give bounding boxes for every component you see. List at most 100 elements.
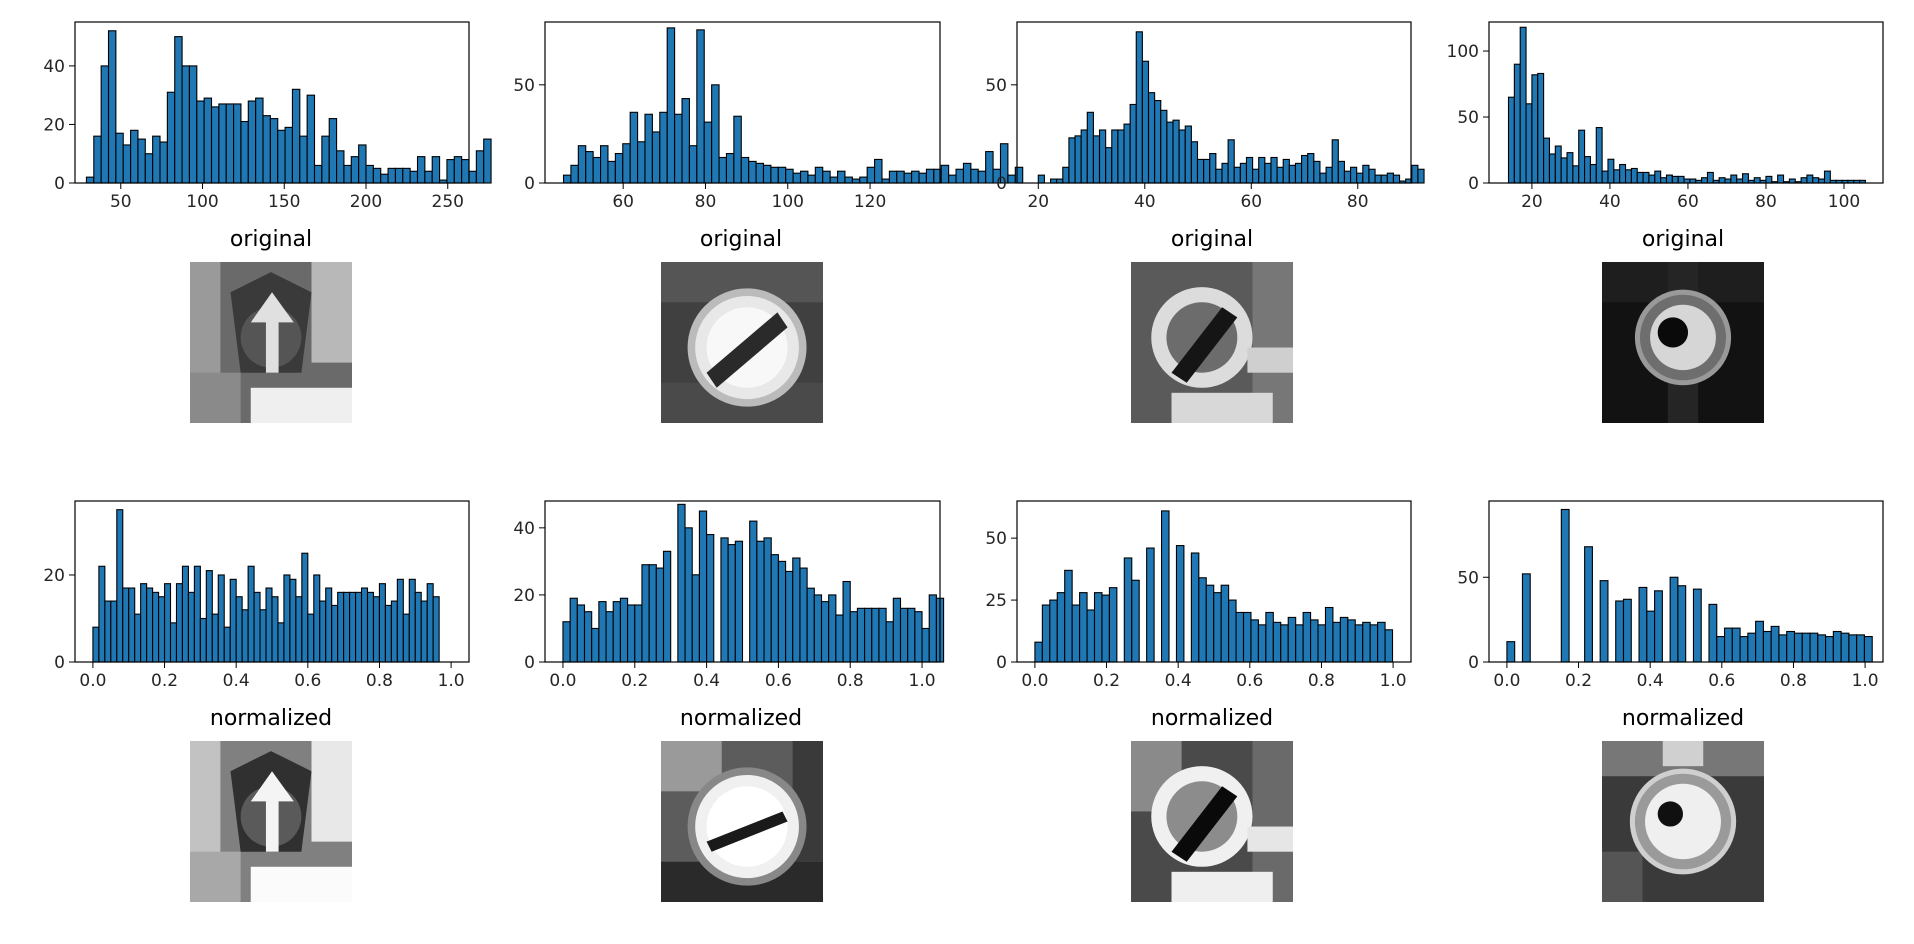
histogram-bar [1742, 173, 1749, 184]
histogram-bar [828, 594, 837, 663]
histogram-bar [706, 533, 715, 663]
histogram-bar [1825, 636, 1834, 663]
histogram-bar [210, 106, 220, 184]
histogram-bar [1665, 174, 1673, 184]
histogram-bar [205, 570, 213, 663]
x-tick-label: 60 [1240, 192, 1262, 212]
histogram-bar [229, 578, 237, 663]
histogram-bar [1817, 634, 1827, 663]
histogram-bar [925, 168, 935, 184]
histogram-bar [408, 578, 416, 663]
histogram-bar [1203, 158, 1211, 184]
x-tick-label: 0.4 [1637, 671, 1664, 691]
histogram-original-4: 20 40 60 80 100 0 50 100 [1447, 21, 1884, 212]
histogram-bar [1521, 573, 1531, 663]
histogram-bar [1525, 103, 1533, 184]
histogram-bar [770, 166, 779, 184]
histogram-bar [1041, 604, 1051, 663]
histogram-bar [193, 565, 201, 663]
histogram-bar [1307, 153, 1315, 184]
thumbnail-normalized-3 [1131, 741, 1293, 902]
histogram-bar [420, 600, 428, 663]
histogram-bar [878, 607, 887, 663]
histogram-bar [1252, 168, 1260, 184]
histogram-bar [813, 594, 823, 663]
histogram-bar [291, 88, 301, 184]
histogram-bar [614, 153, 624, 184]
histogram-bar [770, 554, 779, 663]
histogram-bar [822, 170, 831, 184]
axes-frame [1488, 21, 1884, 184]
histogram-bar [240, 120, 249, 184]
histogram-bar [1257, 624, 1267, 663]
histogram-bar [1343, 170, 1352, 184]
histogram-bar [1135, 31, 1143, 184]
histogram-bar [1613, 169, 1621, 184]
caption-normalized-1: normalized [209, 706, 333, 731]
histogram-bar [885, 621, 894, 663]
histogram-bar [1730, 174, 1738, 184]
histogram-bar [684, 527, 693, 663]
histogram-bar [1793, 632, 1803, 663]
y-tick-label: 0 [1468, 174, 1479, 194]
x-tick-label: 0.2 [1565, 671, 1592, 691]
histogram-bar [1706, 171, 1714, 184]
histogram-bar [1350, 166, 1358, 184]
histogram-bar [128, 587, 136, 663]
histogram-bar [1037, 174, 1045, 184]
y-tick-label: 0 [524, 653, 535, 673]
y-tick-label: 40 [43, 57, 65, 77]
histogram-bar [1411, 164, 1419, 184]
y-tick-label: 50 [985, 529, 1007, 549]
x-tick-label: 120 [854, 192, 886, 212]
x-tick-label: 0.0 [549, 671, 576, 691]
histogram-bar [1272, 621, 1282, 663]
histogram-bar [187, 591, 195, 663]
x-tick-label: 20 [1027, 192, 1049, 212]
histogram-bar [763, 537, 772, 663]
x-tick-label: 0.0 [1021, 671, 1048, 691]
x-tick-label: 250 [432, 192, 464, 212]
histogram-bar [921, 627, 930, 663]
histogram-bar [1671, 175, 1679, 184]
histogram-bar [756, 540, 765, 663]
histogram-bar [358, 144, 367, 184]
histogram-bar [1108, 587, 1118, 663]
histogram-bar [152, 135, 161, 184]
histogram-bar [1245, 156, 1254, 184]
histogram-bar [698, 510, 708, 663]
histogram-bar [1584, 546, 1593, 663]
histogram-bar [1294, 162, 1303, 184]
histogram-bar [92, 626, 100, 663]
histogram-bar [1595, 127, 1603, 184]
histogram-bar [1648, 174, 1656, 184]
x-tick-label: 50 [110, 192, 132, 212]
histogram-bar [1310, 619, 1319, 663]
histogram-bar [313, 574, 321, 663]
histogram-bar [1220, 584, 1230, 663]
histogram-bar [241, 609, 249, 663]
caption-original-3: original [1170, 227, 1254, 252]
histogram-bar [188, 65, 198, 184]
histogram-bar [1755, 620, 1764, 663]
histogram-bar [1770, 625, 1780, 663]
histogram-bar [1324, 606, 1334, 663]
histogram-bar [350, 156, 360, 184]
histogram-bar [1369, 624, 1379, 663]
thumbnail-normalized-4 [1602, 741, 1764, 902]
x-tick-label: 150 [268, 192, 300, 212]
histogram-bar [985, 151, 994, 184]
histogram-bar [461, 159, 470, 184]
axes-frame [1016, 21, 1412, 184]
histogram-bar [321, 135, 330, 184]
histogram-normalized-4: 0.0 0.2 0.4 0.6 0.8 1.0 0 50 [1457, 500, 1884, 691]
histogram-bar [1319, 172, 1327, 184]
histogram-bar [849, 611, 858, 663]
histogram-bar [1392, 174, 1401, 184]
histogram-bar [807, 174, 816, 184]
histogram-bar [940, 164, 950, 184]
histogram-bar [402, 613, 410, 663]
histogram-bar [1287, 616, 1297, 663]
histogram-bar [1129, 103, 1137, 184]
histogram-bar [1384, 629, 1394, 663]
